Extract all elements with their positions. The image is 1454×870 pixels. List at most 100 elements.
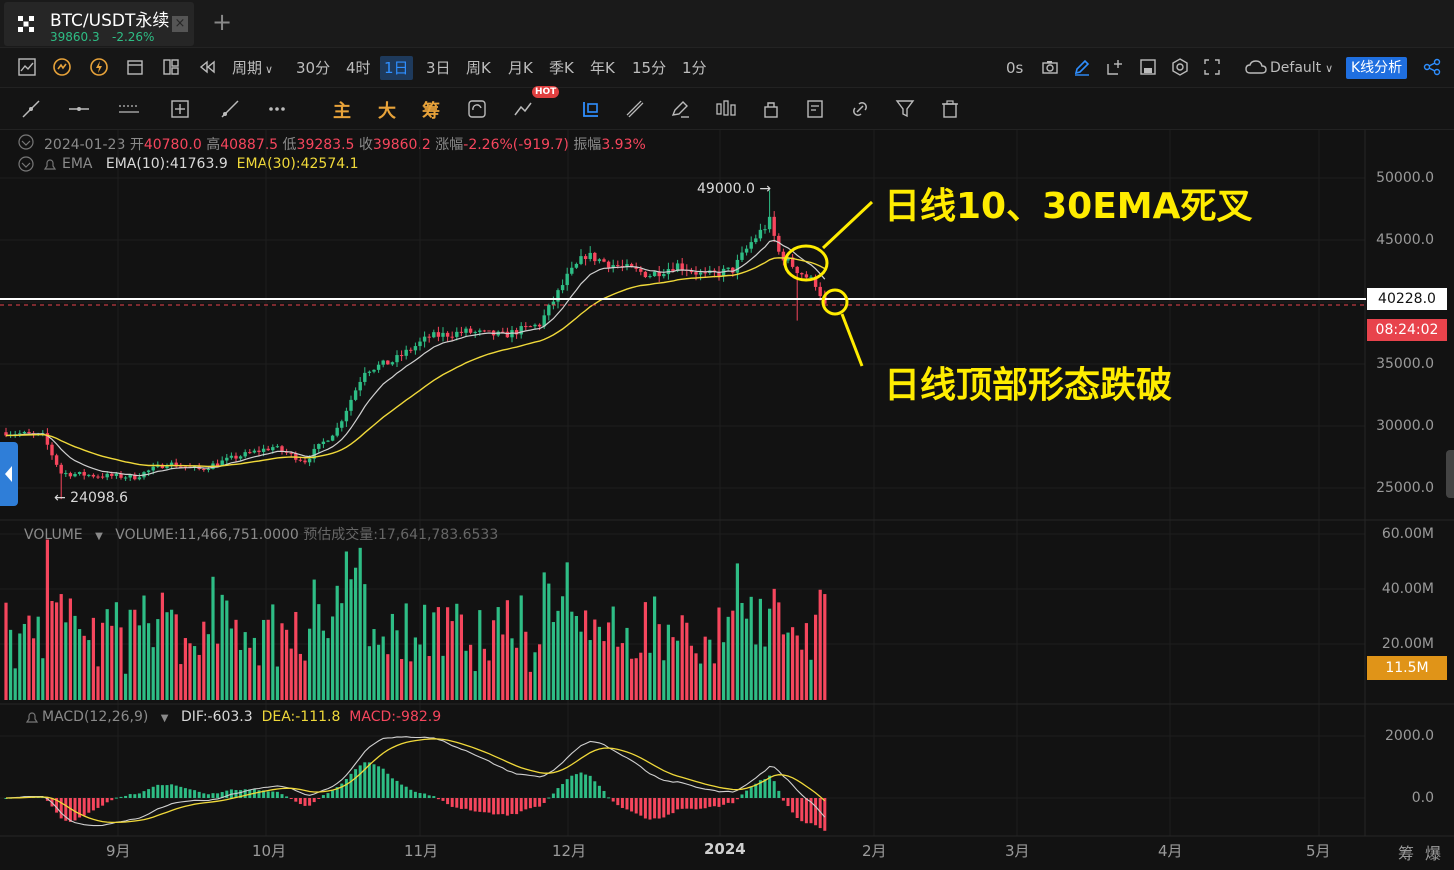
lock-icon[interactable] — [760, 98, 782, 120]
macd-bar — [754, 783, 758, 798]
brush-icon[interactable] — [669, 98, 691, 120]
volume-bar — [634, 658, 638, 700]
time-tick-label: 11月 — [404, 842, 439, 860]
collapse-toggle-icon[interactable] — [18, 134, 34, 150]
strategy-icon[interactable] — [512, 98, 534, 120]
volume-bar — [758, 598, 762, 700]
interval-3[interactable]: 3日 — [426, 59, 451, 77]
fullscreen-icon[interactable] — [1203, 58, 1221, 76]
interval-9[interactable]: 1分 — [682, 59, 707, 77]
crosshair-box-icon[interactable] — [169, 98, 191, 120]
macd-bar — [133, 794, 137, 798]
macd-bar — [818, 798, 822, 829]
chevron-down-icon[interactable]: ▼ — [95, 531, 103, 542]
macd-bar — [446, 798, 450, 805]
camera-icon[interactable] — [1041, 58, 1059, 76]
ema10-value: EMA(10):41763.9 — [105, 156, 228, 172]
candle-body — [744, 248, 749, 253]
new-tab-icon[interactable]: + — [212, 8, 233, 36]
volume-bar — [257, 665, 261, 700]
volume-bar — [699, 663, 703, 700]
volume-bar — [183, 638, 187, 700]
channel-icon[interactable] — [118, 98, 140, 120]
bell-icon[interactable] — [42, 157, 58, 173]
volume-bar — [620, 643, 624, 700]
macd-bar — [662, 798, 666, 818]
more-icon[interactable] — [266, 98, 288, 120]
interval-2[interactable]: 1日 — [380, 56, 413, 80]
candle-body — [735, 259, 740, 273]
candle-body — [266, 448, 270, 451]
scroll-left-button[interactable] — [0, 442, 18, 506]
candle-body — [22, 431, 27, 434]
flash-icon[interactable] — [90, 58, 108, 76]
pen-icon[interactable] — [1073, 58, 1091, 76]
save-layout-icon[interactable] — [1139, 58, 1157, 76]
chip-button[interactable]: 筹 — [1398, 844, 1415, 863]
drawing-toolbar: 主 大 筹 — [0, 88, 1454, 130]
period-dropdown[interactable]: 周期 ∨ — [232, 56, 273, 80]
candles-icon[interactable] — [715, 98, 737, 120]
volume-bar — [156, 619, 160, 700]
interval-7[interactable]: 年K — [590, 59, 615, 77]
volume-bar — [271, 604, 275, 700]
main-indicator-tool[interactable]: 主 — [333, 101, 351, 122]
volume-bar — [671, 637, 675, 700]
candle-body — [344, 410, 349, 422]
edit-note-icon[interactable] — [805, 98, 827, 120]
macd-bar — [59, 798, 63, 819]
link-icon[interactable] — [849, 98, 871, 120]
volume-bar — [777, 602, 781, 700]
interval-5[interactable]: 月K — [508, 59, 533, 77]
share-icon[interactable] — [1423, 58, 1441, 76]
big-order-tool[interactable]: 大 — [378, 101, 396, 122]
calendar-icon[interactable] — [126, 58, 144, 76]
volume-bar — [82, 635, 86, 700]
ruler-icon[interactable] — [624, 98, 646, 120]
volume-bar — [280, 623, 284, 700]
volume-bar — [395, 630, 399, 700]
replay-icon[interactable] — [198, 58, 216, 76]
interval-1[interactable]: 4时 — [346, 59, 371, 77]
macd-bar — [308, 798, 312, 806]
volume-bar — [101, 622, 105, 700]
add-panel-icon[interactable] — [1106, 58, 1124, 76]
candle-body — [662, 274, 666, 277]
scroll-right-button[interactable] — [1446, 450, 1454, 498]
volume-bar — [450, 621, 454, 700]
chart-type-icon[interactable] — [18, 58, 36, 76]
liquidation-button[interactable]: 爆 — [1425, 844, 1442, 863]
candle-body — [248, 452, 252, 454]
indicator-icon[interactable] — [53, 58, 71, 76]
interval-0[interactable]: 30分 — [296, 59, 331, 77]
filter-icon[interactable] — [894, 98, 916, 120]
ray-icon[interactable] — [219, 98, 241, 120]
interval-4[interactable]: 周K — [466, 59, 491, 77]
interval-8[interactable]: 15分 — [632, 59, 667, 77]
chart-tab[interactable]: BTC/USDT永续 39860.3 -2.26% × — [4, 2, 194, 46]
magnet-icon[interactable] — [580, 98, 602, 120]
cloud-icon[interactable] — [1245, 58, 1267, 76]
sync-icon[interactable] — [466, 98, 488, 120]
close-tab-icon[interactable]: × — [172, 16, 188, 32]
chip-distribution-tool[interactable]: 筹 — [422, 101, 440, 122]
collapse-toggle-icon[interactable] — [18, 156, 34, 172]
interval-6[interactable]: 季K — [549, 59, 574, 77]
candle-body — [579, 256, 583, 264]
bell-icon[interactable] — [24, 710, 40, 726]
chart-canvas[interactable] — [0, 130, 1454, 870]
k-analysis-button[interactable]: K线分析 — [1346, 57, 1408, 79]
trend-line-icon[interactable] — [20, 98, 42, 120]
volume-bar — [409, 661, 413, 700]
horizontal-line-icon[interactable] — [68, 98, 90, 120]
theme-dropdown[interactable]: Default ∨ — [1270, 56, 1333, 80]
macd-bar — [202, 793, 206, 798]
chevron-down-icon[interactable]: ▼ — [160, 713, 169, 724]
settings-icon[interactable] — [1171, 58, 1189, 76]
volume-bar — [220, 594, 224, 700]
layout-icon[interactable] — [162, 58, 180, 76]
trash-icon[interactable] — [939, 98, 961, 120]
macd-bar — [409, 789, 413, 798]
candle-body — [376, 364, 381, 370]
